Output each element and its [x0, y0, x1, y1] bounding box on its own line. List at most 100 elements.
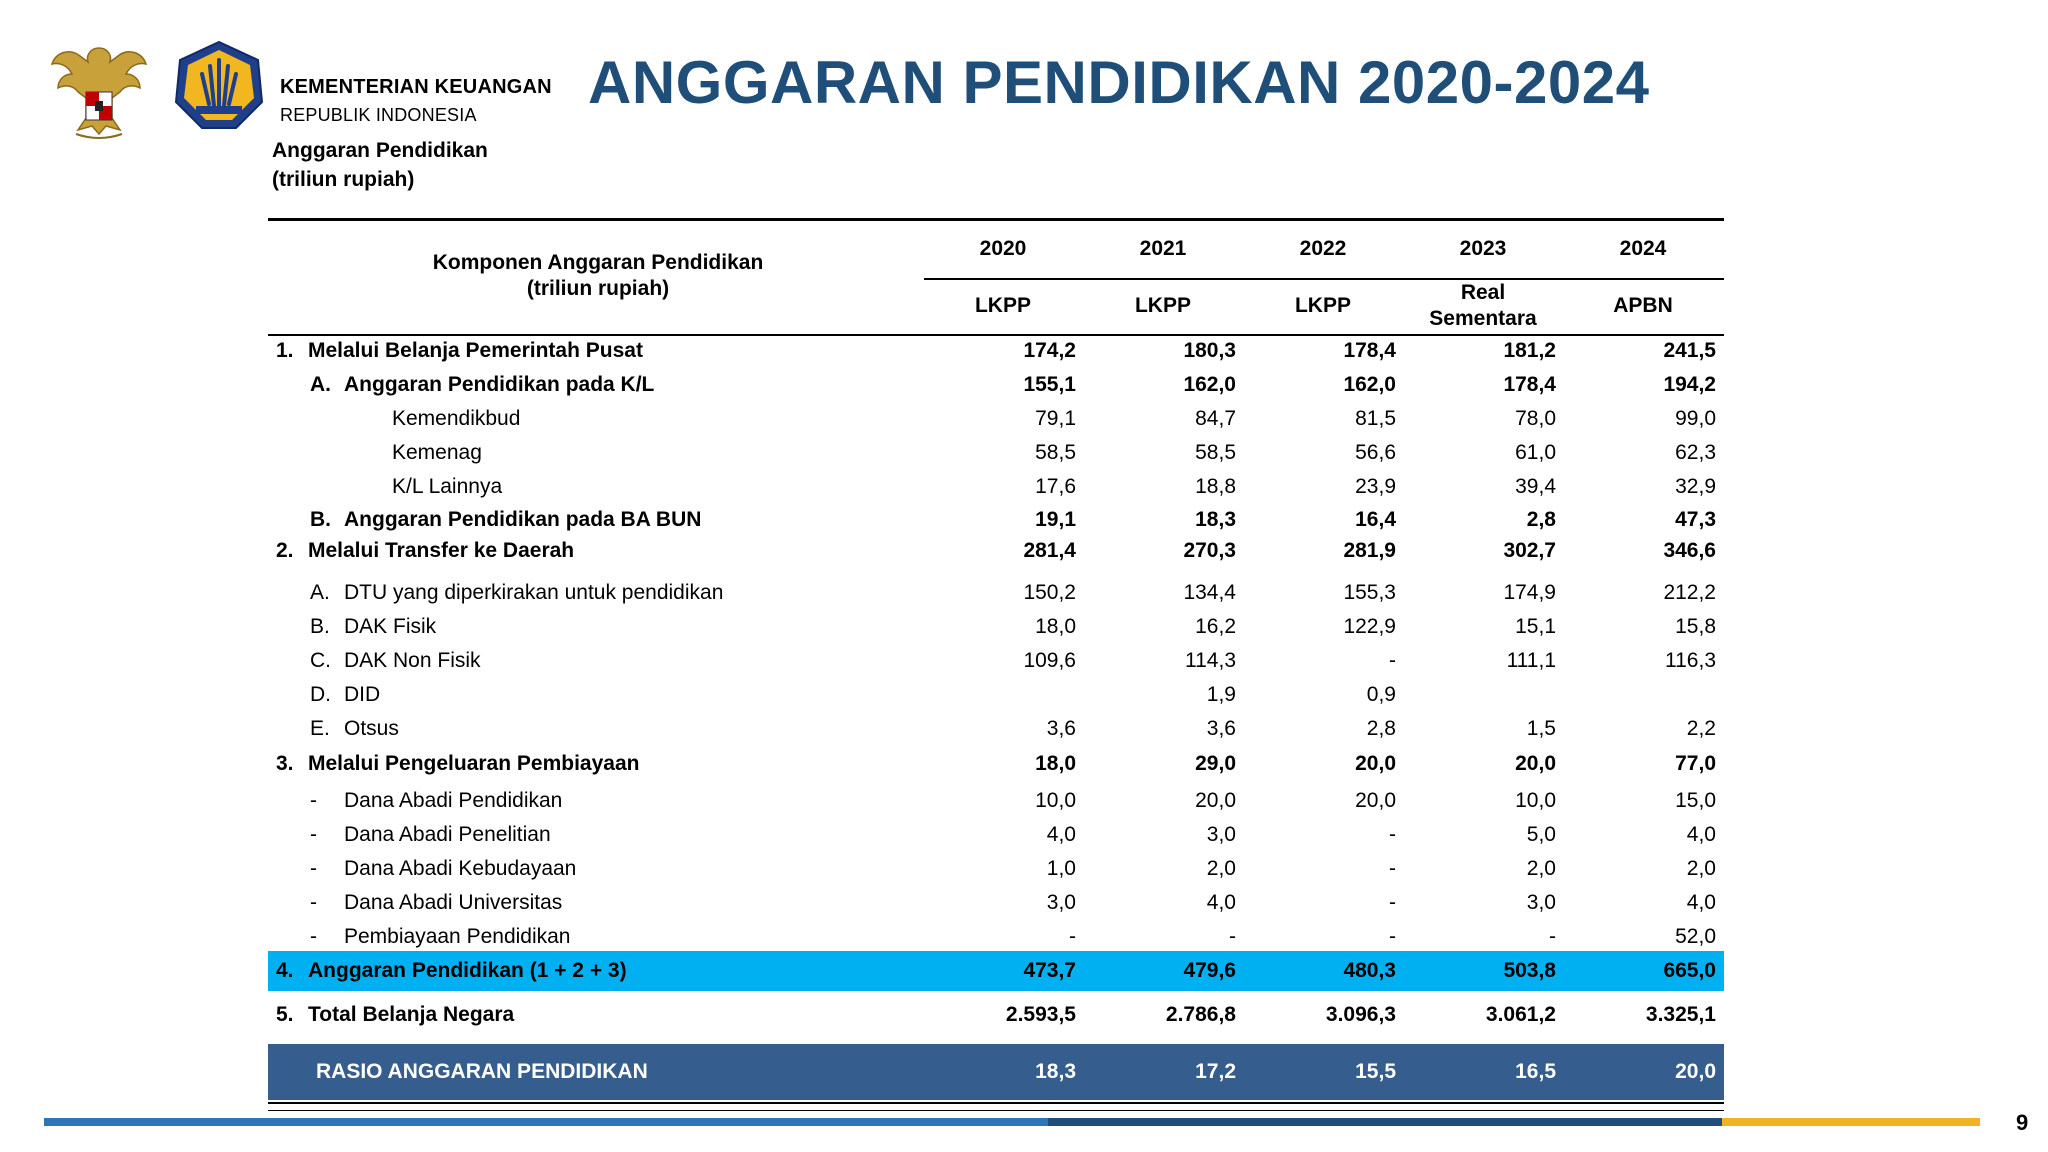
- row-label: Anggaran Pendidikan pada K/L: [344, 373, 655, 396]
- value-cell-2020: 150,2: [1023, 581, 1076, 604]
- org-subtitle: REPUBLIK INDONESIA: [280, 105, 477, 125]
- value-cell-2024: 241,5: [1663, 339, 1716, 362]
- value-cell-2024: 116,3: [1665, 649, 1716, 672]
- row-prefix: -: [310, 823, 317, 846]
- value-cell-2021: 4,0: [1206, 891, 1236, 914]
- ratio-value-2022: 15,5: [1355, 1060, 1396, 1083]
- value-cell-2021: -: [1229, 925, 1236, 948]
- value-cell-2024: 52,0: [1675, 925, 1716, 948]
- row-label: Kemendikbud: [392, 407, 521, 430]
- row-label: Melalui Pengeluaran Pembiayaan: [308, 752, 640, 775]
- row-label: Pembiayaan Pendidikan: [344, 925, 571, 948]
- value-cell-2020: 10,0: [1035, 789, 1076, 812]
- value-cell-2020: 1,0: [1046, 857, 1076, 880]
- value-cell-2023: 39,4: [1515, 475, 1556, 498]
- value-cell-2021: 16,2: [1195, 615, 1236, 638]
- value-cell-2021: 18,3: [1195, 508, 1236, 531]
- value-cell-2024: 2,0: [1686, 857, 1716, 880]
- row-label: Dana Abadi Pendidikan: [344, 789, 563, 812]
- value-cell-2021: 180,3: [1183, 339, 1236, 362]
- value-cell-2024: 346,6: [1663, 539, 1716, 562]
- value-cell-2023: 2,0: [1526, 857, 1556, 880]
- row-prefix: A.: [310, 581, 330, 604]
- row-label: DTU yang diperkirakan untuk pendidikan: [344, 581, 724, 604]
- value-cell-2022: 3.096,3: [1325, 1003, 1396, 1026]
- value-cell-2021: 58,5: [1195, 441, 1236, 464]
- row-prefix: -: [310, 789, 317, 812]
- value-cell-2023: 174,9: [1503, 581, 1556, 604]
- unit-caption-line1: Anggaran Pendidikan: [272, 139, 488, 162]
- footer-bar-gold: [1722, 1118, 1980, 1126]
- status-header-2020: LKPP: [974, 294, 1031, 317]
- row-label: Melalui Belanja Pemerintah Pusat: [308, 339, 643, 362]
- value-cell-2023: 15,1: [1515, 615, 1556, 638]
- row-label: Dana Abadi Universitas: [344, 891, 563, 914]
- row-label: Melalui Transfer ke Daerah: [308, 539, 575, 562]
- value-cell-2022: -: [1389, 857, 1396, 880]
- value-cell-2023: 10,0: [1515, 789, 1556, 812]
- component-header: Komponen Anggaran Pendidikan (triliun ru…: [268, 250, 928, 302]
- value-cell-2023: 3,0: [1526, 891, 1556, 914]
- value-cell-2020: 3,6: [1046, 717, 1076, 740]
- value-cell-2024: 2,2: [1686, 717, 1716, 740]
- value-cell-2022: 162,0: [1343, 373, 1396, 396]
- value-cell-2020: 58,5: [1035, 441, 1076, 464]
- value-cell-2022: 20,0: [1355, 789, 1396, 812]
- value-cell-2022: -: [1389, 649, 1396, 672]
- row-prefix: B.: [310, 615, 330, 638]
- value-cell-2020: 155,1: [1023, 373, 1076, 396]
- value-cell-2022: 20,0: [1355, 752, 1396, 775]
- value-cell-2024: 3.325,1: [1645, 1003, 1716, 1026]
- value-cell-2022: 178,4: [1343, 339, 1396, 362]
- status-header-2023-line2: Sementara: [1429, 307, 1537, 330]
- row-label: Dana Abadi Kebudayaan: [344, 857, 577, 880]
- value-cell-2023: -: [1549, 925, 1556, 948]
- status-header-2023: Real Sementara: [1403, 280, 1563, 332]
- value-cell-2024: 212,2: [1663, 581, 1716, 604]
- value-cell-2021: 479,6: [1183, 959, 1236, 982]
- value-cell-2022: -: [1389, 925, 1396, 948]
- value-cell-2021: 3,6: [1206, 717, 1236, 740]
- value-cell-2022: 0,9: [1366, 683, 1396, 706]
- value-cell-2022: -: [1389, 823, 1396, 846]
- value-cell-2023: 61,0: [1515, 441, 1556, 464]
- value-cell-2020: 4,0: [1046, 823, 1076, 846]
- year-header-2024: 2024: [1619, 237, 1667, 260]
- value-cell-2020: 3,0: [1046, 891, 1076, 914]
- row-label: DAK Non Fisik: [344, 649, 481, 672]
- row-prefix: -: [310, 857, 317, 880]
- value-cell-2020: 2.593,5: [1005, 1003, 1076, 1026]
- value-cell-2020: 18,0: [1035, 615, 1076, 638]
- value-cell-2023: 181,2: [1503, 339, 1556, 362]
- value-cell-2022: 2,8: [1366, 717, 1396, 740]
- ratio-value-2020: 18,3: [1035, 1060, 1076, 1083]
- value-cell-2024: 99,0: [1675, 407, 1716, 430]
- value-cell-2021: 114,3: [1185, 649, 1236, 672]
- ratio-label: RASIO ANGGARAN PENDIDIKAN: [316, 1060, 648, 1083]
- kemenkeu-logo: [174, 40, 264, 129]
- row-prefix: 2.: [276, 539, 294, 562]
- total-education-highlight: [268, 951, 1724, 991]
- value-cell-2020: 17,6: [1035, 475, 1076, 498]
- value-cell-2021: 29,0: [1195, 752, 1236, 775]
- page-title: ANGGARAN PENDIDIKAN 2020-2024: [588, 49, 1650, 116]
- value-cell-2024: 32,9: [1675, 475, 1716, 498]
- value-cell-2022: 122,9: [1343, 615, 1396, 638]
- value-cell-2020: 174,2: [1023, 339, 1076, 362]
- year-header-2020: 2020: [979, 237, 1027, 260]
- value-cell-2020: 19,1: [1035, 508, 1076, 531]
- row-label: Dana Abadi Penelitian: [344, 823, 551, 846]
- value-cell-2022: -: [1389, 891, 1396, 914]
- row-prefix: E.: [310, 717, 330, 740]
- value-cell-2020: 281,4: [1023, 539, 1076, 562]
- year-header-2022: 2022: [1299, 237, 1347, 260]
- value-cell-2020: -: [1069, 925, 1076, 948]
- garuda-pancasila-logo: [50, 47, 148, 139]
- value-cell-2023: 2,8: [1526, 508, 1556, 531]
- value-cell-2020: 18,0: [1035, 752, 1076, 775]
- ratio-value-2023: 16,5: [1515, 1060, 1556, 1083]
- row-label: DAK Fisik: [344, 615, 437, 638]
- value-cell-2023: 78,0: [1515, 407, 1556, 430]
- ratio-row-background: [268, 1044, 1724, 1100]
- value-cell-2024: 4,0: [1686, 891, 1716, 914]
